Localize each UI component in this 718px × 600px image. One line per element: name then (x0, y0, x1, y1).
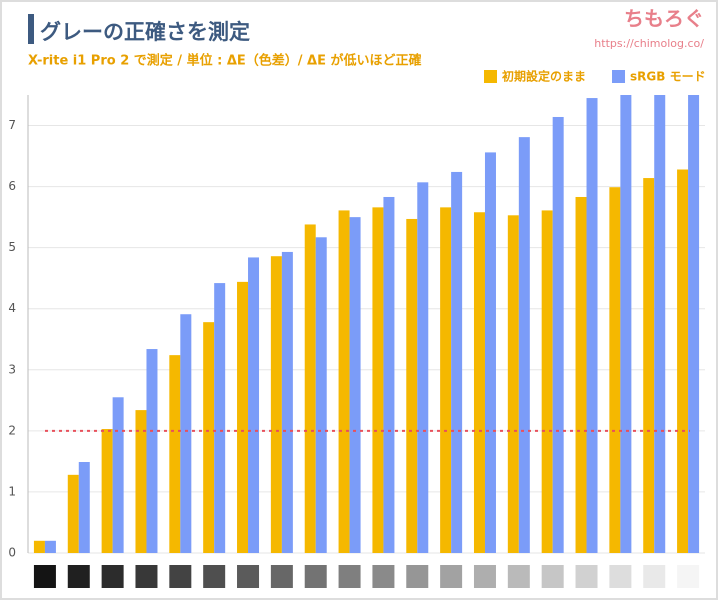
bar (304, 224, 316, 553)
bar (33, 540, 45, 553)
gray-swatch (507, 565, 530, 588)
y-tick-label: 2 (8, 423, 16, 437)
y-tick-label: 4 (8, 301, 16, 315)
bar (67, 474, 79, 553)
gray-swatch (33, 565, 56, 588)
y-tick-label: 0 (8, 546, 16, 560)
bar (451, 171, 463, 553)
bar (112, 397, 124, 553)
bar (677, 169, 689, 553)
title-accent (28, 14, 34, 44)
y-tick-label: 6 (8, 179, 16, 193)
bar (270, 256, 282, 553)
bar (349, 217, 361, 553)
bar (406, 218, 418, 553)
y-tick-label: 1 (8, 484, 16, 498)
bar (654, 95, 666, 553)
y-tick-label: 5 (8, 240, 16, 254)
legend-label: sRGB モード (630, 70, 706, 84)
bar (609, 187, 621, 553)
legend-swatch (484, 70, 497, 83)
bar (383, 196, 395, 554)
bar (338, 210, 350, 553)
gray-swatch (270, 565, 293, 588)
bar (643, 178, 655, 553)
bar (281, 251, 293, 553)
bar (44, 540, 56, 553)
y-tick-label: 3 (8, 362, 16, 376)
bar (135, 410, 147, 553)
bar (518, 137, 530, 554)
legend-swatch (612, 70, 626, 83)
y-tick-label: 7 (8, 118, 16, 132)
bar (507, 215, 519, 553)
bar (372, 207, 384, 553)
bar (575, 196, 587, 554)
gray-swatch (406, 565, 429, 588)
bar (484, 152, 496, 554)
gray-swatch (67, 565, 90, 588)
brand: ちもろぐ (624, 7, 704, 31)
gray-swatch (609, 565, 632, 588)
bar (169, 355, 181, 553)
bar (473, 212, 485, 554)
brand-url: https://chimolog.co/ (594, 37, 704, 50)
bar (688, 95, 700, 554)
gray-swatch (135, 565, 158, 588)
bar (440, 207, 452, 553)
gray-swatch (338, 565, 361, 588)
gray-swatch (101, 565, 124, 588)
bar (78, 462, 90, 553)
gray-swatch (304, 565, 327, 588)
gray-swatch (169, 565, 192, 588)
chart-title: グレーの正確さを測定 (40, 20, 250, 44)
gray-swatch (677, 565, 700, 588)
bar (146, 349, 158, 553)
bar (203, 322, 215, 553)
gray-swatch (473, 565, 496, 588)
bar (214, 283, 226, 553)
gray-swatch (541, 565, 564, 588)
bar (237, 281, 249, 553)
legend-label: 初期設定のまま (502, 69, 586, 84)
bar (248, 257, 260, 553)
gray-swatch (203, 565, 226, 588)
bar (541, 210, 553, 553)
bar (101, 429, 113, 553)
gray-swatch (440, 565, 463, 588)
gray-swatch (643, 565, 666, 588)
bar (552, 116, 564, 553)
bars (33, 95, 700, 554)
chart-subtitle: X-rite i1 Pro 2 で測定 / 単位 : ΔE（色差）/ ΔE が低… (28, 53, 422, 69)
bar (620, 95, 632, 553)
gray-swatch (575, 565, 598, 588)
bar (417, 182, 429, 554)
bar (180, 314, 192, 553)
bar (586, 98, 598, 553)
gray-swatch (237, 565, 260, 588)
bar (315, 237, 327, 553)
gray-swatch (372, 565, 395, 588)
